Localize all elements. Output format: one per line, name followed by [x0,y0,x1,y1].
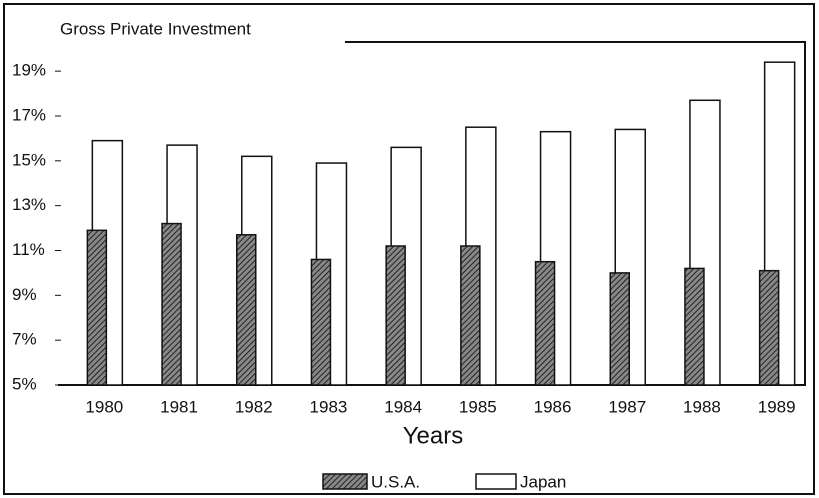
x-tick-label: 1988 [683,397,721,416]
legend-swatch [475,473,517,490]
x-axis-label: Years [403,422,464,449]
legend-swatch [322,473,368,490]
y-tick-label: 9% [12,285,37,304]
bar [609,272,630,386]
bar [460,245,481,386]
y-tick-label: 5% [12,374,37,393]
outer-frame [3,3,815,495]
bar [534,260,556,386]
x-tick-label: 1980 [85,397,123,416]
x-tick-label: 1983 [310,397,348,416]
bar [385,245,406,386]
x-tick-label: 1989 [758,397,796,416]
legend-label: U.S.A. [371,472,420,491]
bar [310,258,332,386]
x-tick-label: 1984 [384,397,422,416]
bar [614,128,646,386]
legend-label: Japan [520,472,566,491]
bar [86,229,108,386]
y-tick-label: 7% [12,330,37,349]
y-tick-label: 13% [12,195,46,214]
y-tick-label: 17% [12,105,46,124]
y-tick-label: 11% [12,240,45,259]
x-tick-label: 1982 [235,397,273,416]
plot-frame [58,41,806,386]
chart-title: Gross Private Investment [60,19,251,38]
x-tick-label: 1987 [608,397,646,416]
bar [763,61,796,386]
y-tick-label: 19% [12,61,46,80]
y-tick-label: 15% [12,150,46,169]
x-tick-label: 1985 [459,397,497,416]
bar [236,234,257,386]
x-tick-label: 1981 [160,397,198,416]
bar [161,222,182,386]
bar [684,267,705,386]
bar [758,269,780,386]
x-tick-label: 1986 [534,397,572,416]
